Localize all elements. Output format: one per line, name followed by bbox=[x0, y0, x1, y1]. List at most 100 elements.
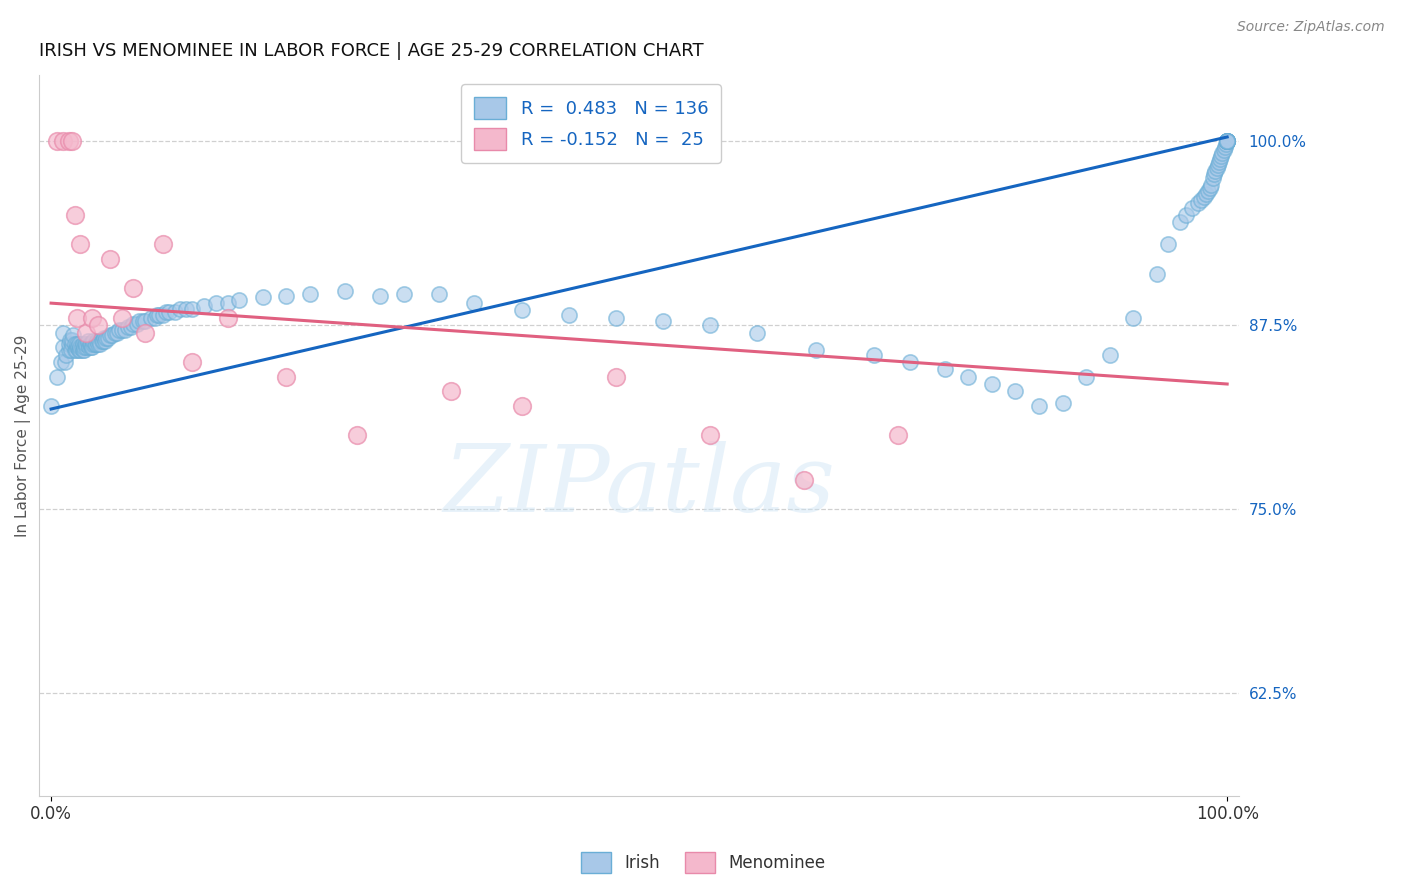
Text: Source: ZipAtlas.com: Source: ZipAtlas.com bbox=[1237, 20, 1385, 34]
Point bbox=[155, 305, 177, 319]
Point bbox=[1216, 134, 1239, 148]
Point bbox=[699, 428, 721, 442]
Point bbox=[69, 340, 91, 354]
Point bbox=[1211, 146, 1233, 161]
Point bbox=[58, 343, 80, 358]
Point bbox=[1189, 193, 1212, 207]
Point bbox=[82, 337, 104, 351]
Point bbox=[276, 289, 298, 303]
Point bbox=[79, 337, 101, 351]
Point bbox=[181, 301, 204, 316]
Point bbox=[1187, 196, 1209, 211]
Legend: Irish, Menominee: Irish, Menominee bbox=[574, 846, 832, 880]
Point bbox=[440, 384, 463, 399]
Point bbox=[957, 369, 980, 384]
Point bbox=[510, 399, 533, 413]
Point bbox=[1211, 149, 1233, 163]
Point bbox=[1212, 143, 1234, 157]
Point bbox=[1216, 134, 1239, 148]
Point bbox=[87, 318, 110, 333]
Text: ZIPatlas: ZIPatlas bbox=[443, 441, 835, 531]
Point bbox=[510, 303, 533, 318]
Point bbox=[46, 369, 69, 384]
Point bbox=[898, 355, 921, 369]
Point bbox=[1209, 152, 1232, 166]
Point bbox=[53, 355, 76, 369]
Point bbox=[89, 334, 111, 349]
Point bbox=[46, 134, 69, 148]
Point bbox=[104, 326, 127, 340]
Point bbox=[120, 319, 142, 334]
Point bbox=[108, 323, 131, 337]
Point bbox=[1192, 190, 1215, 204]
Point bbox=[60, 343, 83, 358]
Point bbox=[370, 289, 392, 303]
Point bbox=[75, 337, 97, 351]
Point bbox=[934, 362, 956, 376]
Point bbox=[134, 326, 156, 340]
Point bbox=[39, 399, 62, 413]
Point bbox=[73, 340, 96, 354]
Point bbox=[427, 287, 450, 301]
Point bbox=[132, 314, 155, 328]
Point bbox=[111, 310, 134, 325]
Point bbox=[1197, 185, 1219, 199]
Point bbox=[463, 296, 485, 310]
Text: IRISH VS MENOMINEE IN LABOR FORCE | AGE 25-29 CORRELATION CHART: IRISH VS MENOMINEE IN LABOR FORCE | AGE … bbox=[39, 42, 704, 60]
Point bbox=[228, 293, 250, 308]
Point bbox=[346, 428, 368, 442]
Point bbox=[1198, 181, 1220, 195]
Point bbox=[148, 308, 170, 322]
Point bbox=[62, 328, 84, 343]
Point bbox=[52, 326, 75, 340]
Point bbox=[143, 310, 166, 325]
Point bbox=[651, 314, 673, 328]
Point bbox=[114, 323, 136, 337]
Point bbox=[1206, 158, 1229, 172]
Point bbox=[60, 333, 83, 347]
Point bbox=[1175, 208, 1198, 222]
Point bbox=[98, 252, 121, 266]
Point bbox=[90, 334, 112, 349]
Point bbox=[58, 337, 80, 351]
Point bbox=[1181, 201, 1204, 215]
Point bbox=[169, 301, 191, 316]
Point bbox=[82, 310, 104, 325]
Point bbox=[63, 337, 86, 351]
Point bbox=[83, 337, 105, 351]
Point bbox=[745, 326, 768, 340]
Point bbox=[1216, 134, 1239, 148]
Point bbox=[605, 369, 627, 384]
Point bbox=[1204, 167, 1226, 181]
Point bbox=[1004, 384, 1026, 399]
Point bbox=[1157, 237, 1180, 252]
Point bbox=[75, 337, 97, 351]
Point bbox=[125, 317, 148, 331]
Point bbox=[276, 369, 298, 384]
Point bbox=[1168, 215, 1191, 229]
Point bbox=[887, 428, 910, 442]
Point bbox=[77, 340, 100, 354]
Y-axis label: In Labor Force | Age 25-29: In Labor Force | Age 25-29 bbox=[15, 334, 31, 537]
Point bbox=[76, 334, 98, 349]
Point bbox=[93, 331, 115, 345]
Point bbox=[1216, 134, 1239, 148]
Point bbox=[67, 343, 90, 358]
Point bbox=[1215, 137, 1237, 152]
Point bbox=[128, 314, 150, 328]
Point bbox=[82, 334, 104, 349]
Point bbox=[1216, 134, 1239, 148]
Point bbox=[66, 310, 89, 325]
Point bbox=[1098, 348, 1121, 362]
Point bbox=[105, 326, 128, 340]
Point bbox=[1146, 267, 1168, 281]
Point bbox=[804, 343, 827, 358]
Point bbox=[72, 337, 94, 351]
Point bbox=[70, 340, 93, 354]
Point bbox=[89, 337, 111, 351]
Point bbox=[1122, 310, 1144, 325]
Point bbox=[91, 334, 114, 349]
Point bbox=[1052, 396, 1074, 410]
Point bbox=[298, 287, 321, 301]
Point bbox=[333, 285, 356, 299]
